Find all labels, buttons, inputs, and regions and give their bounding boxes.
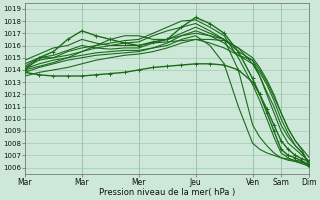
X-axis label: Pression niveau de la mer( hPa ): Pression niveau de la mer( hPa ) (99, 188, 235, 197)
